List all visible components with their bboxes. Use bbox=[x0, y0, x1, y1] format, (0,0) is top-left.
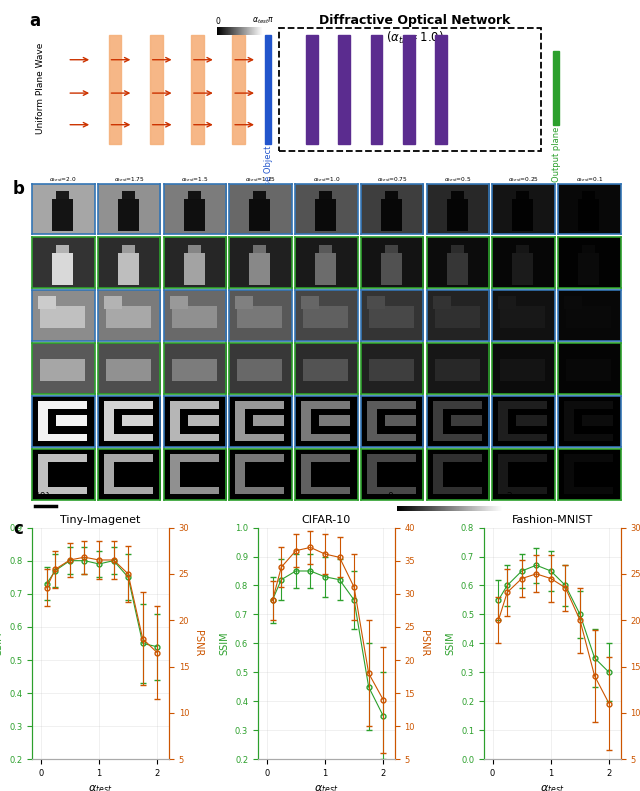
Title: $\alpha_{test}$=2.0: $\alpha_{test}$=2.0 bbox=[49, 175, 77, 184]
Title: $\alpha_{test}$=1.0: $\alpha_{test}$=1.0 bbox=[312, 175, 340, 184]
Text: a: a bbox=[29, 13, 41, 30]
Text: 0: 0 bbox=[388, 492, 394, 501]
Bar bbox=[435, 35, 447, 144]
X-axis label: $\alpha_{test}$: $\alpha_{test}$ bbox=[314, 784, 339, 791]
Text: b: b bbox=[13, 180, 25, 198]
Text: Output plane: Output plane bbox=[552, 127, 561, 182]
Text: c: c bbox=[13, 520, 22, 538]
Bar bbox=[338, 35, 350, 144]
Text: $\alpha_{test}\pi$: $\alpha_{test}\pi$ bbox=[252, 15, 274, 25]
Title: $\alpha_{test}$=0.5: $\alpha_{test}$=0.5 bbox=[444, 175, 472, 184]
Bar bbox=[232, 35, 245, 144]
X-axis label: $\alpha_{test}$: $\alpha_{test}$ bbox=[88, 784, 113, 791]
Text: 0: 0 bbox=[215, 17, 220, 25]
Bar bbox=[150, 35, 163, 144]
Bar bbox=[371, 35, 382, 144]
Title: $\alpha_{test}$=1.75: $\alpha_{test}$=1.75 bbox=[114, 175, 145, 184]
Bar bbox=[306, 35, 317, 144]
Text: $2\pi$: $2\pi$ bbox=[506, 490, 519, 501]
Y-axis label: SSIM: SSIM bbox=[445, 632, 455, 655]
Text: 10λ: 10λ bbox=[35, 492, 52, 501]
Text: Uniform Plane Wave: Uniform Plane Wave bbox=[36, 42, 45, 134]
Text: Phase Object: Phase Object bbox=[264, 146, 273, 201]
Title: $\alpha_{test}$=1.25: $\alpha_{test}$=1.25 bbox=[245, 175, 276, 184]
Title: $\alpha_{test}$=1.5: $\alpha_{test}$=1.5 bbox=[181, 175, 209, 184]
Bar bbox=[109, 35, 122, 144]
Title: $\alpha_{test}$=0.25: $\alpha_{test}$=0.25 bbox=[508, 175, 540, 184]
Y-axis label: SSIM: SSIM bbox=[220, 632, 229, 655]
Title: Fashion-MNIST: Fashion-MNIST bbox=[512, 516, 593, 525]
Title: $\alpha_{test}$=0.1: $\alpha_{test}$=0.1 bbox=[576, 175, 604, 184]
Y-axis label: SSIM: SSIM bbox=[0, 632, 3, 655]
Title: $\alpha_{test}$=0.75: $\alpha_{test}$=0.75 bbox=[377, 175, 408, 184]
Title: CIFAR-10: CIFAR-10 bbox=[302, 516, 351, 525]
FancyBboxPatch shape bbox=[279, 28, 541, 151]
Text: $(\alpha_{tr}=1.0)$: $(\alpha_{tr}=1.0)$ bbox=[386, 30, 444, 46]
Bar bbox=[191, 35, 204, 144]
Bar bbox=[265, 35, 271, 144]
Bar bbox=[553, 51, 559, 125]
Bar bbox=[403, 35, 415, 144]
Y-axis label: PSNR: PSNR bbox=[419, 630, 429, 657]
Text: Diffractive Optical Network: Diffractive Optical Network bbox=[319, 14, 511, 27]
Y-axis label: PSNR: PSNR bbox=[193, 630, 203, 657]
Title: Tiny-Imagenet: Tiny-Imagenet bbox=[60, 516, 141, 525]
X-axis label: $\alpha_{test}$: $\alpha_{test}$ bbox=[540, 784, 564, 791]
